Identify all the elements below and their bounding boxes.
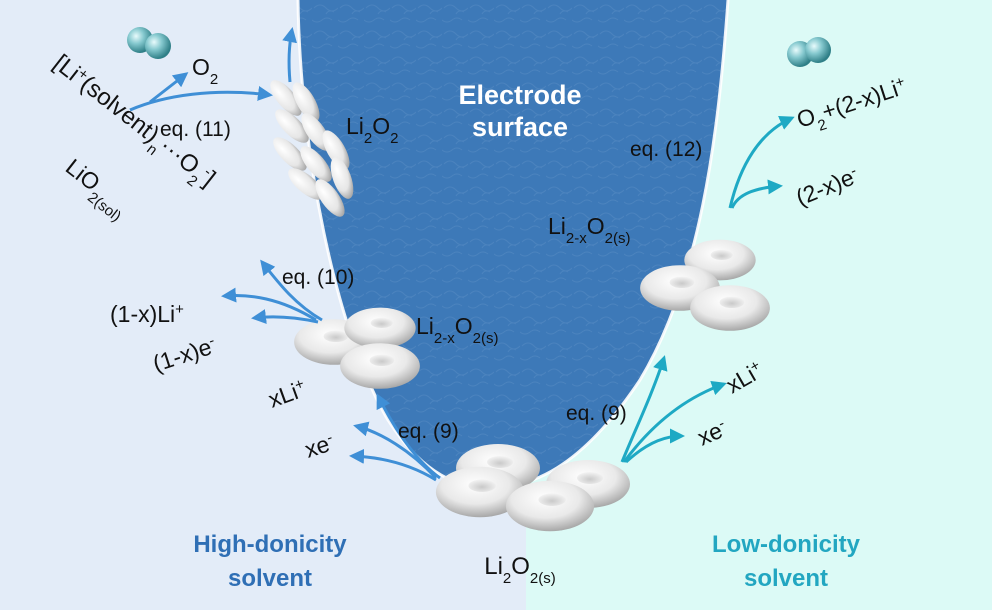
li2o2-particle-icon <box>270 80 354 217</box>
eq11-label: eq. (11) <box>160 118 231 141</box>
o2-molecule-icon <box>127 27 171 59</box>
li2o2-label: Li2O2 <box>346 113 398 147</box>
left-reaction-arrows <box>129 27 441 482</box>
o2-label: O2 <box>192 54 218 88</box>
li2xo2-right-label: Li2-xO2(s) <box>548 213 630 247</box>
high-donicity-label-line1: High-donicity <box>193 531 347 558</box>
o2-molecule-icon <box>787 37 831 67</box>
high-donicity-label-line2: solvent <box>228 565 312 592</box>
eq9-right-label: eq. (9) <box>566 402 627 425</box>
li-ion-left-label: (1-x)Li+ <box>110 301 184 328</box>
eq10-label: eq. (10) <box>282 266 354 289</box>
low-donicity-label-line1: Low-donicity <box>712 531 861 558</box>
low-donicity-label-line2: solvent <box>744 565 828 592</box>
eq9-left-label: eq. (9) <box>398 420 459 443</box>
electrode-title-line2: surface <box>472 112 568 142</box>
right-reaction-arrows <box>620 115 795 464</box>
electrode-title-line1: Electrode <box>458 80 581 110</box>
li2o2-bottom-label: Li2O2(s) <box>484 553 556 587</box>
eq12-label: eq. (12) <box>630 138 702 161</box>
li2xo2-left-label: Li2-xO2(s) <box>416 313 498 347</box>
